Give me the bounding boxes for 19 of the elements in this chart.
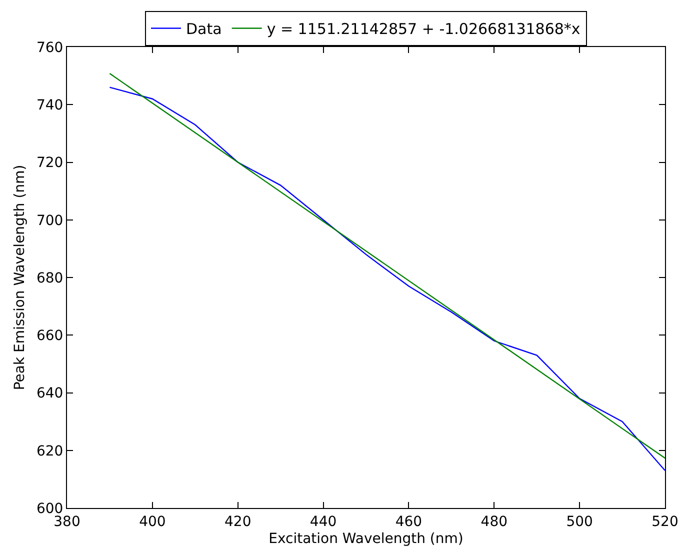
- legend-label: Data: [186, 20, 222, 38]
- y-tick-label: 620: [36, 443, 64, 460]
- y-tick-label: 700: [36, 212, 64, 229]
- x-axis-title: Excitation Wavelength (nm): [268, 531, 464, 548]
- legend-label: y = 1151.21142857 + -1.02668131868*x: [266, 20, 580, 38]
- x-tick-label: 460: [395, 514, 422, 530]
- y-tick-label: 760: [36, 40, 64, 56]
- x-tick-label: 440: [310, 514, 337, 530]
- x-tick-label: 480: [480, 514, 508, 530]
- x-tick-label: 500: [566, 514, 593, 530]
- y-tick-label: 740: [36, 98, 64, 114]
- y-tick-label: 680: [36, 270, 64, 286]
- x-tick-label: 520: [652, 514, 678, 530]
- x-tick-label: 400: [139, 514, 166, 530]
- y-tick-label: 640: [36, 386, 64, 402]
- x-tick-label: 420: [224, 514, 252, 530]
- y-tick-label: 720: [36, 155, 64, 172]
- y-axis-title: Peak Emission Wavelength (nm): [12, 164, 28, 390]
- y-tick-label: 660: [36, 328, 64, 344]
